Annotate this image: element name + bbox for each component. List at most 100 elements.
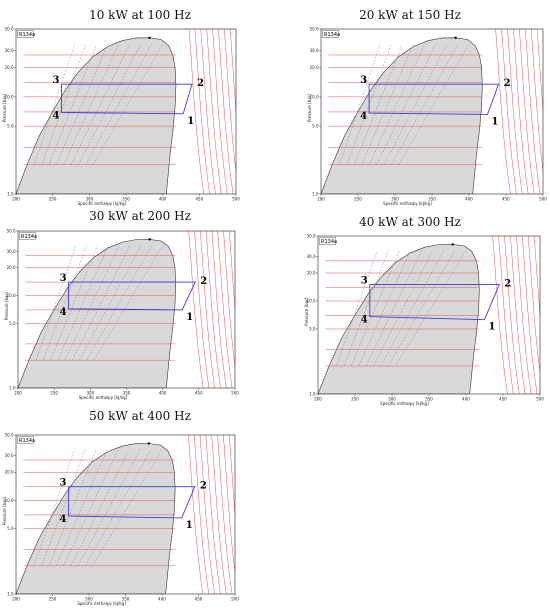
y-tick-label: 5.0 (7, 526, 14, 531)
quality-line (72, 245, 131, 361)
isotherm-line (516, 236, 532, 394)
quality-line (85, 449, 152, 566)
isotherm-line (229, 29, 236, 115)
quality-line (339, 43, 381, 165)
x-tick-label: 350 (122, 197, 130, 202)
y-tick-label: 50.0 (307, 233, 316, 238)
x-tick-label: 250 (49, 197, 57, 202)
y-axis-label: Pressure [bar] (304, 297, 309, 326)
isotherm-line (211, 231, 227, 388)
isotherm-line (527, 236, 540, 375)
critical-point (454, 36, 457, 39)
plot-area (318, 236, 540, 394)
quality-line (78, 43, 141, 165)
chart-title: 40 kW at 300 Hz (359, 215, 461, 229)
quality-line (56, 43, 108, 165)
quality-line (388, 250, 456, 367)
cycle-point-label: 1 (186, 520, 193, 531)
y-tick-label: 5.0 (309, 326, 316, 331)
y-tick-label: 50.0 (310, 26, 319, 31)
quality-line (86, 245, 152, 361)
isotherm-line (521, 236, 538, 394)
refrigeration-cycle (368, 83, 500, 115)
isotherm-line (193, 435, 210, 594)
y-axis-label: Pressure [bar] (2, 94, 7, 123)
isotherm-line (211, 435, 227, 594)
x-tick-label: 400 (462, 397, 470, 402)
y-tick-label: 10.0 (5, 498, 14, 503)
y-tick-label: 20.0 (307, 270, 316, 275)
refrigerant-box (17, 30, 34, 38)
quality-line (398, 43, 470, 165)
plot-area (321, 29, 543, 194)
chart-title: 50 kW at 400 Hz (89, 409, 191, 423)
quality-line (34, 43, 75, 165)
cycle-point-label: 3 (361, 276, 368, 287)
x-tick-label: 350 (123, 391, 131, 396)
isotherm-line (492, 236, 508, 394)
quality-line (361, 43, 414, 165)
saturation-dome (16, 443, 176, 594)
refrigerant-box (19, 232, 36, 240)
refrigeration-cycle (68, 486, 196, 519)
isotherm-line (524, 29, 541, 194)
quality-line (395, 250, 467, 367)
isotherm-line (235, 29, 236, 33)
saturation-dome (18, 239, 177, 388)
y-tick-label: 30.0 (5, 48, 14, 53)
x-tick-label: 500 (536, 397, 544, 402)
quality-line (55, 449, 108, 566)
x-tick-label: 300 (86, 197, 94, 202)
refrigerant-label: R134a (19, 438, 35, 444)
quality-line (336, 250, 378, 367)
quality-line (63, 43, 119, 165)
cycle-point-label: 2 (504, 78, 511, 89)
critical-point (451, 243, 454, 246)
quality-line (358, 250, 411, 367)
cycle-point-label: 1 (492, 116, 499, 127)
quality-line (64, 245, 120, 361)
isotherm-line (188, 29, 205, 194)
x-tick-label: 450 (499, 397, 507, 402)
quality-line (35, 245, 77, 361)
quality-line (373, 250, 433, 367)
y-tick-label: 30.0 (310, 48, 319, 53)
x-tick-label: 400 (159, 391, 167, 396)
isotherm-line (504, 236, 520, 394)
plot-area (16, 435, 256, 594)
x-tick-label: 350 (122, 597, 130, 602)
y-tick-label: 1.0 (9, 385, 16, 390)
isotherm-line (200, 29, 216, 194)
isotherm-line (205, 231, 221, 388)
ph-chart-svg: 1 2 3 4 R134a 200 250 300 350 400 450 500 1.0 5.0 10.0… (307, 26, 547, 206)
cycle-point-label: 3 (60, 273, 67, 284)
isotherm-line (199, 435, 215, 594)
y-tick-label: 50.0 (7, 228, 16, 233)
isotherm-line (223, 435, 235, 575)
isotherm-line (217, 231, 233, 388)
quality-line (391, 43, 459, 165)
y-tick-label: 50.0 (5, 26, 14, 31)
cycle-point-label: 4 (52, 111, 59, 122)
x-tick-label: 400 (158, 597, 166, 602)
x-axis-label: Specific enthalpy [kJ/kg] (380, 401, 429, 406)
isotherm-line (507, 29, 523, 194)
cycle-point-label: 1 (489, 322, 496, 333)
y-tick-label: 1.0 (7, 191, 14, 196)
isotherm-line (539, 236, 540, 240)
x-tick-label: 450 (195, 597, 203, 602)
y-tick-label: 20.0 (7, 265, 16, 270)
x-tick-label: 250 (351, 397, 359, 402)
isotherm-line (241, 435, 256, 594)
quality-line (70, 449, 130, 566)
cycle-point-label: 4 (60, 307, 67, 318)
ph-chart-svg: 1 2 3 4 R134a 200 250 300 350 400 450 500 1.0 5.0 10.0… (4, 228, 239, 400)
y-axis-label: Pressure [bar] (4, 292, 9, 321)
isotherm-line (224, 29, 236, 174)
cycle-point-label: 2 (504, 279, 511, 290)
plot-area (16, 29, 236, 194)
cycle-point-label: 4 (361, 315, 368, 326)
refrigerant-label: R134a (21, 234, 37, 240)
isotherm-line (223, 231, 235, 369)
isotherm-line (498, 236, 514, 394)
